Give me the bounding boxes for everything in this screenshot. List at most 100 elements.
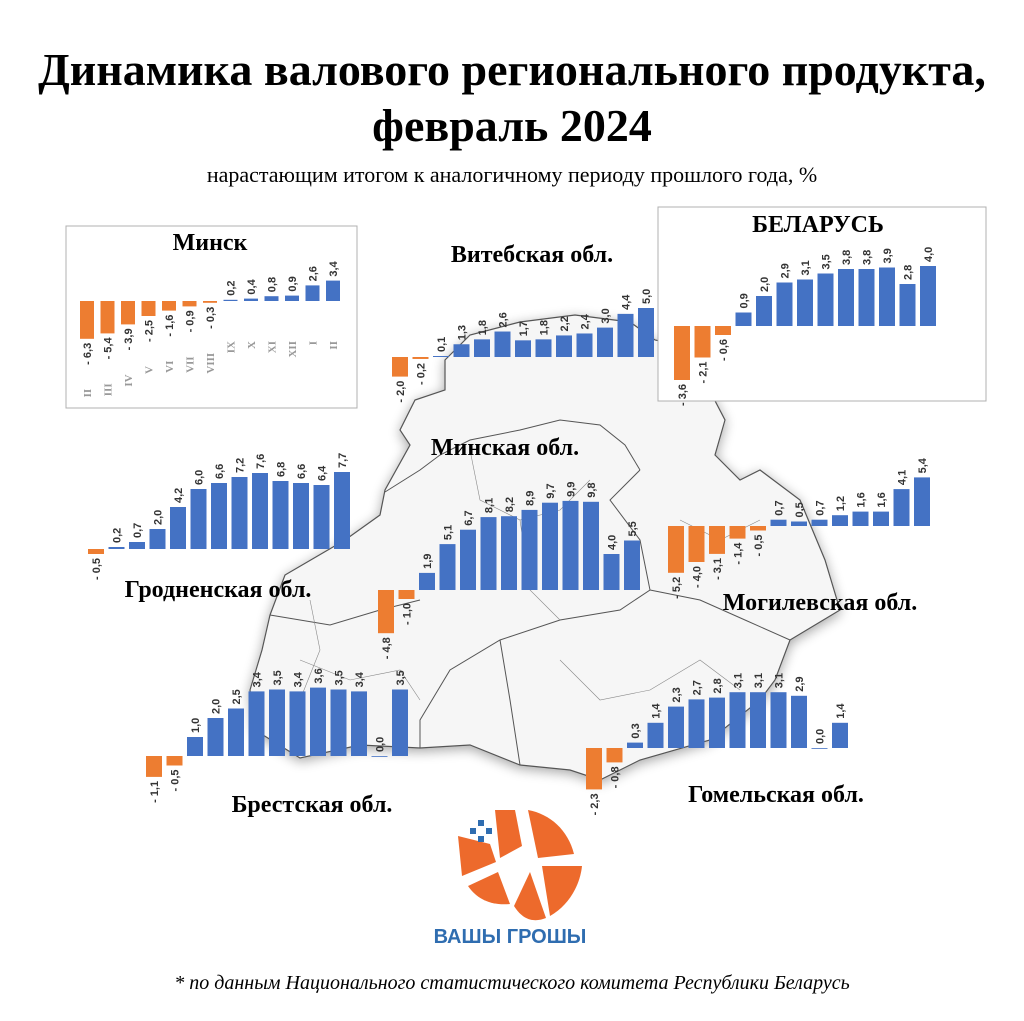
bar bbox=[770, 519, 787, 526]
chart-title: БЕЛАРУСЬ bbox=[752, 212, 884, 238]
data-label: 3,0 bbox=[600, 308, 612, 323]
data-label: 2,0 bbox=[153, 510, 165, 525]
data-label: 9,7 bbox=[545, 483, 557, 498]
bar bbox=[647, 722, 664, 748]
data-label: 6,4 bbox=[317, 465, 329, 481]
bar bbox=[439, 544, 456, 590]
data-label: 2,0 bbox=[211, 699, 223, 714]
data-label: - 3,6 bbox=[677, 384, 689, 406]
data-label: 3,1 bbox=[800, 260, 812, 275]
data-label: 0,9 bbox=[287, 276, 299, 291]
data-label: 4,4 bbox=[621, 294, 633, 310]
data-label: 1,7 bbox=[518, 321, 530, 336]
bar bbox=[460, 529, 476, 590]
data-label: 5,1 bbox=[443, 525, 455, 540]
data-label: 4,2 bbox=[173, 488, 185, 503]
data-label: 6,7 bbox=[463, 510, 475, 525]
bar bbox=[190, 489, 207, 549]
data-label: 0,8 bbox=[267, 277, 279, 292]
bar bbox=[715, 326, 731, 335]
data-label: - 0,2 bbox=[416, 363, 428, 385]
data-label: - 3,9 bbox=[123, 328, 135, 350]
bar bbox=[419, 572, 435, 590]
bar bbox=[141, 301, 156, 316]
bar bbox=[729, 692, 746, 748]
data-label: 0,7 bbox=[774, 500, 786, 515]
data-label: 8,9 bbox=[525, 491, 537, 506]
data-label: 2,6 bbox=[308, 266, 320, 281]
bar bbox=[351, 691, 367, 756]
bar bbox=[252, 473, 268, 549]
chart-6: Могилевская обл. - 5,2 - 4,0 - 3,1 - 1,4 - 0,… bbox=[668, 457, 930, 616]
data-label: 3,4 bbox=[354, 671, 366, 687]
data-label: 1,3 bbox=[457, 325, 469, 340]
bar bbox=[264, 296, 279, 301]
data-label: 3,1 bbox=[774, 673, 786, 688]
bar bbox=[207, 718, 224, 756]
data-label: 8,1 bbox=[484, 498, 496, 513]
bar bbox=[248, 691, 265, 756]
bar bbox=[838, 269, 854, 326]
bar bbox=[535, 339, 552, 357]
data-label: - 2,0 bbox=[395, 381, 407, 403]
bar bbox=[756, 296, 772, 326]
data-label: 0,7 bbox=[132, 523, 144, 538]
vashy-groshy-logo bbox=[458, 810, 582, 921]
data-label: 3,9 bbox=[882, 248, 894, 263]
bar bbox=[832, 515, 848, 526]
bar bbox=[326, 280, 340, 301]
bar bbox=[858, 269, 875, 326]
data-label: 2,2 bbox=[559, 316, 571, 331]
bar bbox=[688, 699, 705, 748]
chart-title: Могилевская обл. bbox=[723, 590, 917, 616]
data-label: 0,2 bbox=[112, 528, 124, 543]
bar bbox=[873, 511, 889, 526]
chart-2: Витебская обл. - 2,0 - 0,2 0,1 1,3 1,8 2,6 1,7 1… bbox=[392, 242, 654, 403]
bar bbox=[501, 516, 517, 590]
bar bbox=[899, 284, 916, 326]
data-label: - 0,9 bbox=[185, 310, 197, 332]
data-label: 2,8 bbox=[903, 265, 915, 280]
bar bbox=[269, 689, 285, 756]
data-label: 2,9 bbox=[780, 263, 792, 278]
data-label: 2,4 bbox=[580, 313, 592, 329]
data-label: 6,8 bbox=[276, 462, 288, 477]
bar bbox=[735, 312, 752, 326]
bar bbox=[542, 502, 558, 590]
data-label: 0,0 bbox=[375, 737, 387, 752]
data-label: - 6,3 bbox=[82, 343, 94, 365]
data-label: - 4,8 bbox=[381, 637, 393, 659]
bar bbox=[330, 689, 347, 756]
logo-icon bbox=[458, 810, 582, 921]
data-label: - 0,5 bbox=[91, 558, 103, 580]
tick-label: VI bbox=[164, 361, 176, 373]
data-label: 0,4 bbox=[246, 278, 258, 294]
bar bbox=[182, 301, 197, 307]
bar bbox=[149, 529, 166, 549]
data-label: 3,1 bbox=[733, 673, 745, 688]
tick-label: VIII bbox=[205, 353, 217, 374]
bar bbox=[521, 509, 538, 590]
data-label: 1,8 bbox=[477, 320, 489, 335]
data-label: 5,0 bbox=[641, 289, 653, 304]
tick-label: II bbox=[328, 341, 340, 350]
data-label: 1,6 bbox=[856, 492, 868, 507]
data-label: - 1,6 bbox=[164, 315, 176, 337]
data-label: - 1,0 bbox=[402, 603, 414, 625]
footnote: * по данным Национального статистическог… bbox=[174, 972, 850, 994]
data-label: 1,0 bbox=[190, 718, 202, 733]
logo-text: ВАШЫ ГРОШЫ bbox=[433, 926, 587, 948]
data-label: 3,4 bbox=[252, 671, 264, 687]
data-label: 3,8 bbox=[862, 250, 874, 265]
bar bbox=[914, 477, 930, 526]
bar bbox=[453, 344, 470, 357]
data-label: - 0,6 bbox=[718, 339, 730, 361]
data-label: 7,6 bbox=[255, 454, 267, 469]
data-label: - 1,4 bbox=[733, 542, 745, 565]
bar bbox=[228, 708, 244, 756]
bar bbox=[750, 526, 766, 531]
data-label: 8,2 bbox=[504, 497, 516, 512]
bar bbox=[515, 340, 531, 357]
chart-1: Минск - 6,3 - 5,4 - 3,9 - 2,5 - 1,6 - 0,9 - 0,3… bbox=[65, 225, 358, 409]
